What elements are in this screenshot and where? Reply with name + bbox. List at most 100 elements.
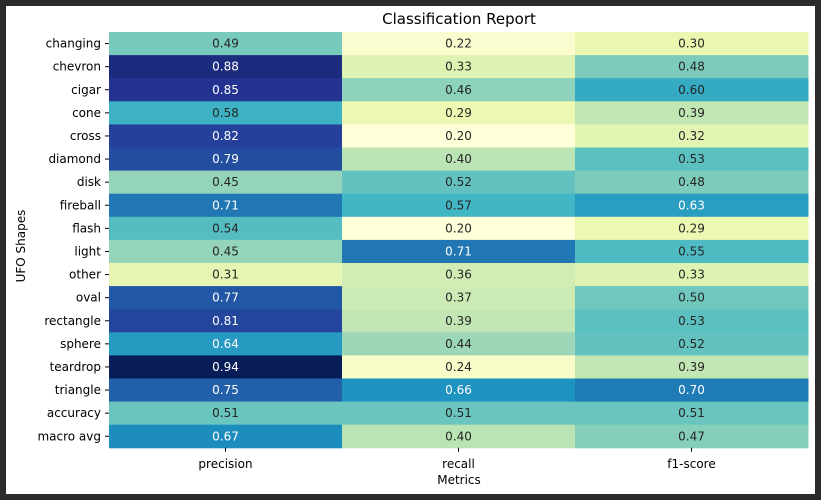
cell-value-label: 0.45 xyxy=(212,244,239,258)
cell-value-label: 0.55 xyxy=(678,244,705,258)
cell-value-label: 0.54 xyxy=(212,221,239,235)
cell-value-label: 0.29 xyxy=(678,221,705,235)
cell-value-label: 0.60 xyxy=(678,83,705,97)
heatmap-cell-fireball-precision xyxy=(109,193,343,218)
heatmap-cell-changing-f1-score xyxy=(575,32,809,56)
heatmap-cell-cross-f1-score xyxy=(575,124,809,148)
heatmap-cell-cone-precision xyxy=(109,101,343,125)
cell-value-label: 0.51 xyxy=(678,406,705,420)
heatmap-cell-cone-f1-score xyxy=(575,101,809,125)
cell-value-label: 0.70 xyxy=(678,383,705,397)
cell-value-label: 0.45 xyxy=(212,175,239,189)
heatmap-cell-macro-avg-recall xyxy=(342,424,576,449)
row-label-cigar: cigar xyxy=(71,83,101,97)
cell-value-label: 0.66 xyxy=(445,383,472,397)
cell-value-label: 0.48 xyxy=(678,175,705,189)
cell-value-label: 0.32 xyxy=(678,129,705,143)
cell-value-label: 0.88 xyxy=(212,60,239,74)
cell-value-label: 0.39 xyxy=(678,106,705,120)
heatmap-cell-teardrop-recall xyxy=(342,355,576,379)
heatmap-cell-rectangle-recall xyxy=(342,309,576,333)
cell-value-label: 0.31 xyxy=(212,268,239,282)
heatmap-cell-triangle-recall xyxy=(342,378,576,403)
heatmap-cell-other-precision xyxy=(109,263,343,287)
cell-value-label: 0.51 xyxy=(445,406,472,420)
row-label-cone: cone xyxy=(72,106,101,120)
cell-value-label: 0.46 xyxy=(445,83,472,97)
row-tick-labels: changing chevron cigar cone cross diamond disk… xyxy=(37,37,109,443)
cell-value-label: 0.63 xyxy=(678,198,705,212)
heatmap-cell-flash-f1-score xyxy=(575,216,809,241)
cell-value-label: 0.30 xyxy=(678,37,705,51)
cell-value-label: 0.77 xyxy=(212,291,239,305)
cell-value-label: 0.48 xyxy=(678,60,705,74)
heatmap-cell-cigar-f1-score xyxy=(575,78,809,102)
cell-value-label: 0.85 xyxy=(212,83,239,97)
heatmap-cell-flash-precision xyxy=(109,216,343,241)
cell-value-label: 0.53 xyxy=(678,314,705,328)
row-label-oval: oval xyxy=(76,291,101,305)
heatmap-cell-sphere-precision xyxy=(109,332,343,356)
heatmap-cell-fireball-recall xyxy=(342,193,576,218)
row-label-fireball: fireball xyxy=(60,198,101,212)
figure: Classification Report 0.49 0.22 0.30 0.88 0.… xyxy=(6,6,815,494)
heatmap-cell-diamond-precision xyxy=(109,147,343,172)
cell-value-label: 0.20 xyxy=(445,129,472,143)
row-label-sphere: sphere xyxy=(60,337,101,351)
cell-value-label: 0.47 xyxy=(678,429,705,443)
heatmap-cell-diamond-f1-score xyxy=(575,147,809,172)
row-label-diamond: diamond xyxy=(48,152,101,166)
heatmap-chart: Classification Report 0.49 0.22 0.300.88 0.… xyxy=(14,10,809,487)
column-tick-labels: precision recall f1-score xyxy=(198,447,716,471)
heatmap-cell-diamond-recall xyxy=(342,147,576,172)
row-label-triangle: triangle xyxy=(55,383,101,397)
heatmap-cell-rectangle-f1-score xyxy=(575,309,809,333)
cell-value-label: 0.37 xyxy=(445,291,472,305)
row-label-flash: flash xyxy=(72,221,101,235)
cell-value-label: 0.50 xyxy=(678,291,705,305)
row-label-light: light xyxy=(74,244,101,258)
cell-value-label: 0.40 xyxy=(445,429,472,443)
cell-value-label: 0.44 xyxy=(445,337,472,351)
chart-title: Classification Report xyxy=(382,10,536,28)
heatmap-cell-chevron-precision xyxy=(109,55,343,79)
x-axis-title: Metrics xyxy=(437,473,481,487)
cell-value-label: 0.64 xyxy=(212,337,239,351)
cell-value-label: 0.33 xyxy=(678,268,705,282)
heatmap-cell-oval-recall xyxy=(342,286,576,310)
cell-value-label: 0.22 xyxy=(445,37,472,51)
heatmap-cell-accuracy-precision xyxy=(109,401,343,426)
row-label-cross: cross xyxy=(70,129,101,143)
heatmap-cell-sphere-f1-score xyxy=(575,332,809,356)
cell-value-label: 0.52 xyxy=(678,337,705,351)
heatmap-cell-macro-avg-precision xyxy=(109,424,343,449)
row-label-teardrop: teardrop xyxy=(50,360,101,374)
heatmap-cell-light-recall xyxy=(342,239,576,264)
cell-value-label: 0.40 xyxy=(445,152,472,166)
column-label-precision: precision xyxy=(198,457,252,471)
cell-value-label: 0.82 xyxy=(212,129,239,143)
heatmap-cell-cone-recall xyxy=(342,101,576,125)
cell-value-label: 0.58 xyxy=(212,106,239,120)
heatmap-cell-oval-f1-score xyxy=(575,286,809,310)
cell-value-label: 0.71 xyxy=(445,244,472,258)
heatmap-cell-macro-avg-f1-score xyxy=(575,424,809,449)
column-label-recall: recall xyxy=(442,457,475,471)
cell-value-label: 0.33 xyxy=(445,60,472,74)
row-label-chevron: chevron xyxy=(53,60,101,74)
cell-value-label: 0.67 xyxy=(212,429,239,443)
row-label-changing: changing xyxy=(46,37,101,51)
heatmap-cell-cross-precision xyxy=(109,124,343,148)
heatmap-cell-triangle-f1-score xyxy=(575,378,809,403)
heatmap-cell-other-recall xyxy=(342,263,576,287)
cell-value-label: 0.94 xyxy=(212,360,239,374)
cell-value-label: 0.20 xyxy=(445,221,472,235)
heatmap-cell-changing-precision xyxy=(109,32,343,56)
cell-value-label: 0.29 xyxy=(445,106,472,120)
heatmap-cells: 0.49 0.22 0.30 0.88 0.33 0.48 0.85 0.46 0.60 0.58… xyxy=(109,32,809,449)
heatmap-cell-rectangle-precision xyxy=(109,309,343,333)
cell-value-label: 0.79 xyxy=(212,152,239,166)
heatmap-cell-cigar-recall xyxy=(342,78,576,102)
cell-value-label: 0.39 xyxy=(678,360,705,374)
heatmap-cell-light-f1-score xyxy=(575,239,809,264)
